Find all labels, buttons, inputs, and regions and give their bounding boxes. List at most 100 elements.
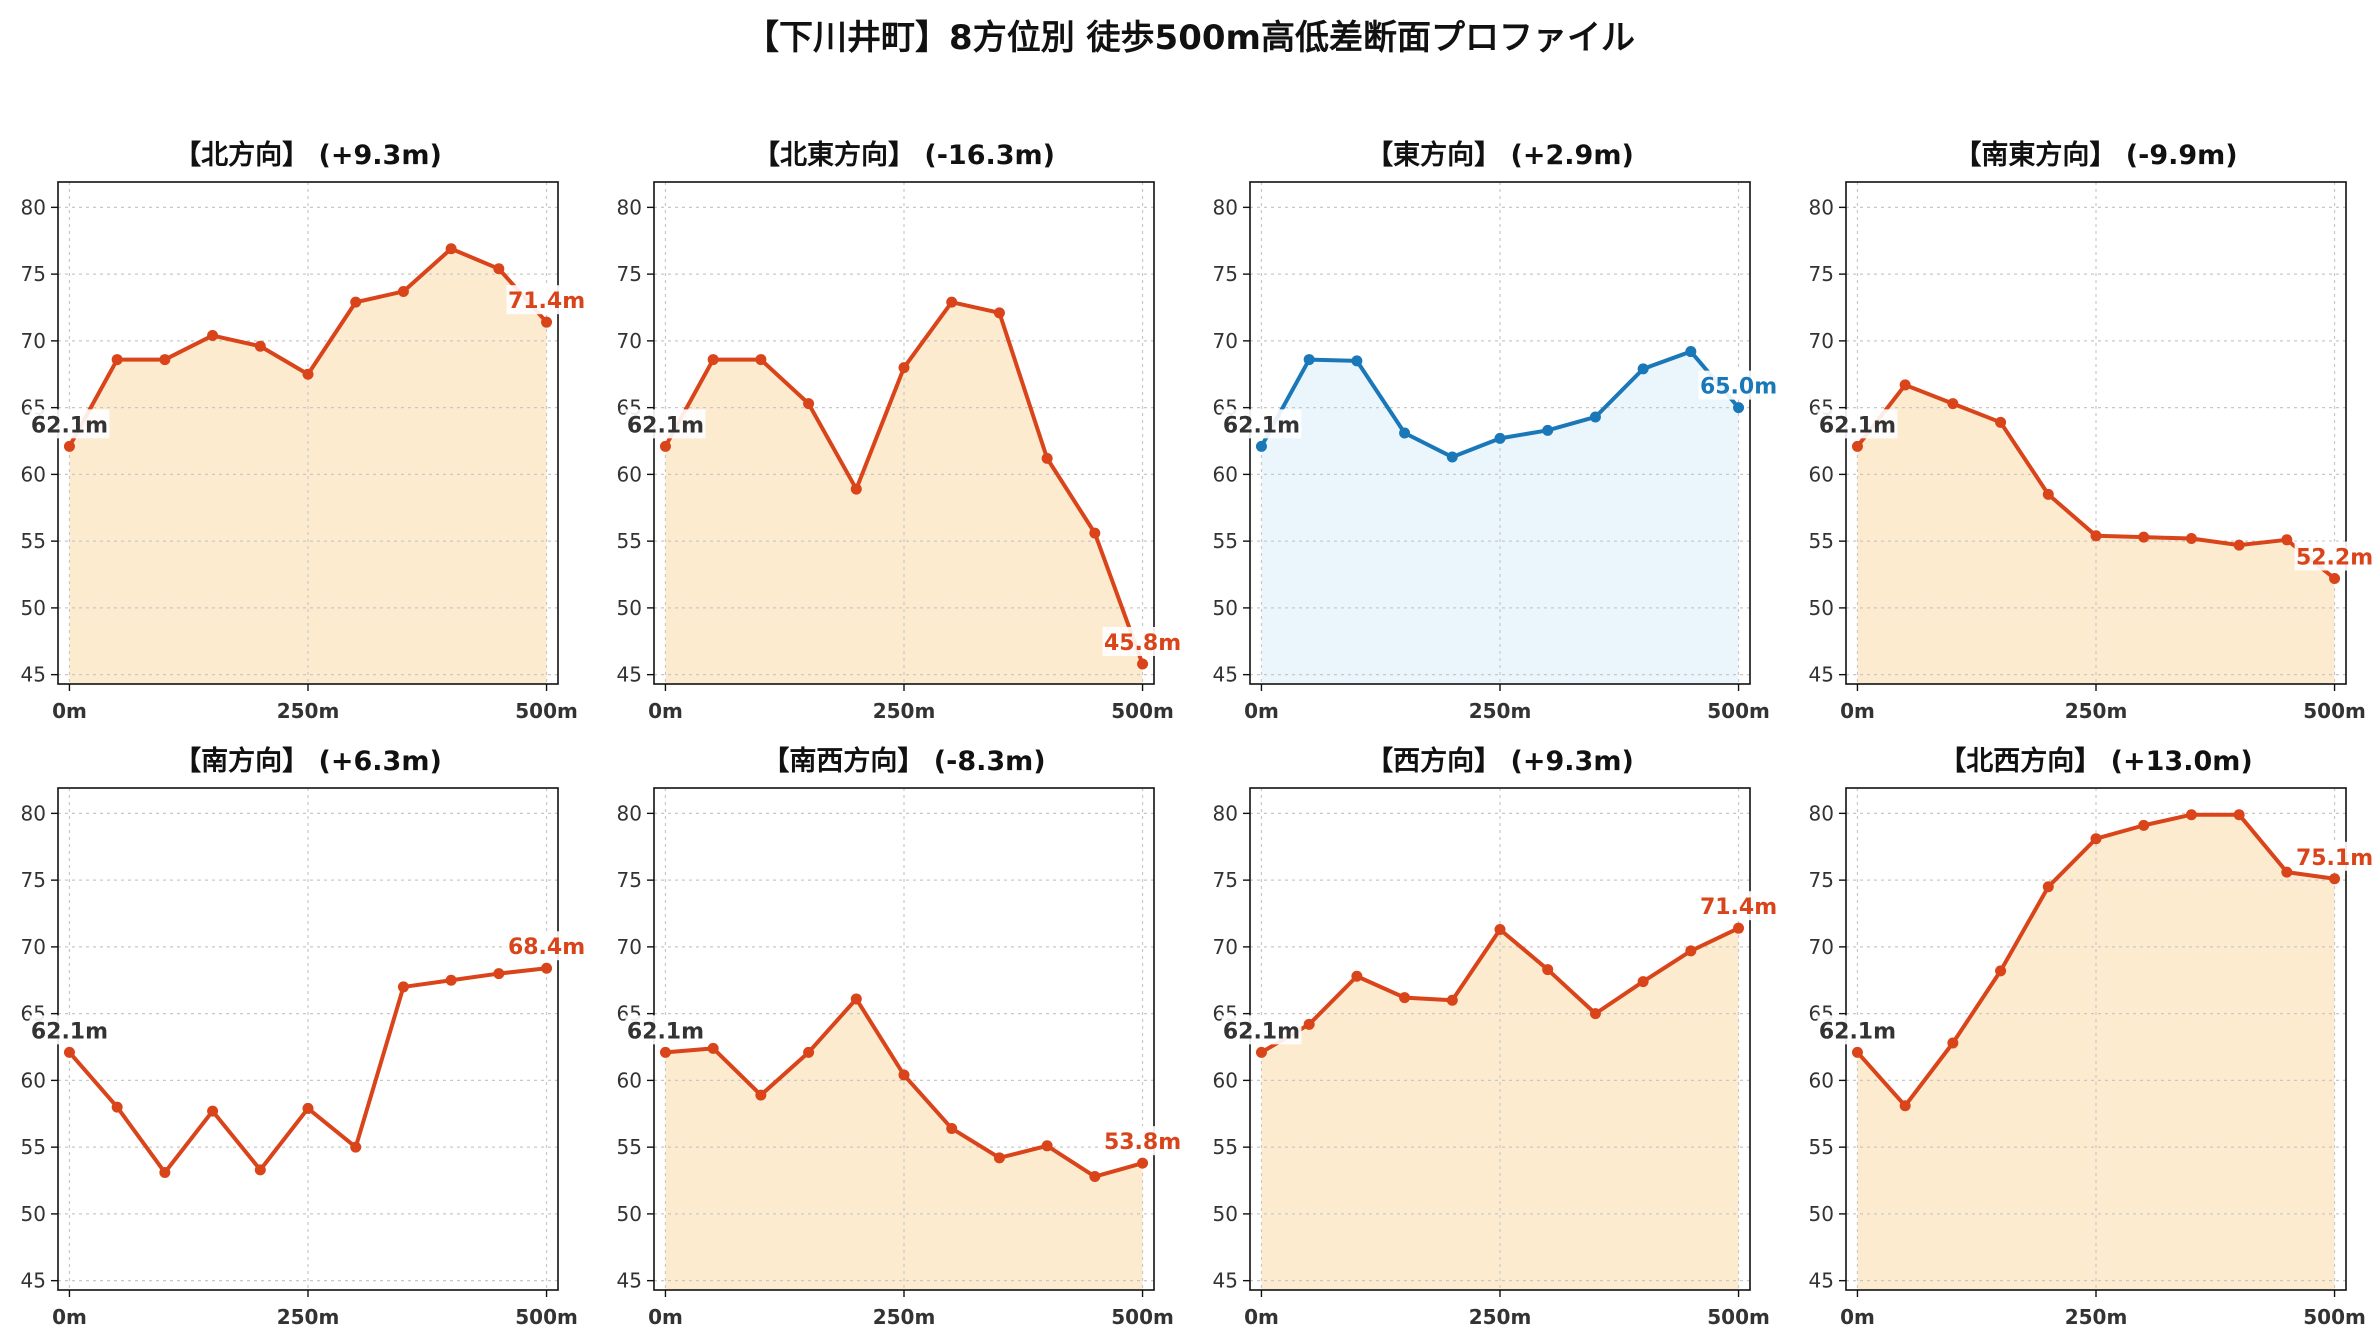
x-tick-label: 500m [1111,1305,1174,1329]
area-fill [1857,384,2335,684]
data-point [1089,1171,1101,1183]
y-tick-label: 75 [21,262,46,286]
data-point [850,993,862,1005]
data-point [1041,1140,1053,1152]
end-label-bg [506,285,587,315]
data-point [1255,440,1267,452]
data-point [898,362,910,374]
data-point [2281,534,2293,546]
y-tick-label: 45 [21,663,46,687]
y-tick-label: 55 [21,529,46,553]
data-point [1851,1046,1863,1058]
start-label-bg [29,409,110,439]
data-point [2138,819,2150,831]
area-fill [69,248,547,685]
y-tick-label: 60 [1213,462,1238,486]
data-point [493,263,505,275]
data-point [2329,873,2341,885]
end-label: 53.8m [1104,1130,1181,1155]
data-point [254,340,266,352]
x-tick-label: 0m [1840,1305,1875,1329]
data-point [2138,531,2150,543]
data-point [111,1101,123,1113]
end-label: 65.0m [1700,375,1777,400]
data-point [397,285,409,297]
data-point [946,1122,958,1134]
x-tick-label: 500m [1707,699,1770,723]
start-label: 62.1m [627,413,704,438]
y-tick-label: 75 [1809,262,1834,286]
y-tick-label: 45 [617,663,642,687]
y-tick-label: 45 [1809,663,1834,687]
end-label-bg [1698,370,1779,400]
x-tick-label: 0m [648,1305,683,1329]
data-point [1542,964,1554,976]
y-tick-label: 60 [1809,462,1834,486]
y-tick-label: 45 [1213,663,1238,687]
y-tick-label: 50 [21,596,46,620]
data-point [2042,488,2054,500]
data-point [2233,539,2245,551]
x-tick-label: 500m [1707,1305,1770,1329]
data-point [1446,451,1458,463]
y-tick-label: 80 [21,801,46,825]
x-tick-label: 0m [52,699,87,723]
y-tick-label: 70 [21,329,46,353]
data-point [946,296,958,308]
figure-title: 【下川井町】8方位別 徒歩500m高低差断面プロファイル [745,18,1635,58]
start-label: 62.1m [1819,413,1896,438]
x-tick-label: 250m [277,1305,340,1329]
data-point [1303,354,1315,366]
data-point [707,1042,719,1054]
area-fill [665,302,1143,684]
data-point [159,354,171,366]
y-tick-label: 60 [617,462,642,486]
data-point [993,1152,1005,1164]
x-tick-label: 500m [515,1305,578,1329]
data-point [2185,809,2197,821]
data-point [2329,573,2341,585]
y-tick-label: 75 [617,262,642,286]
data-point [1899,379,1911,391]
panel-title: 【西方向】 (+9.3m) [1366,745,1634,777]
data-point [541,962,553,974]
panel-title: 【北方向】 (+9.3m) [174,139,442,171]
end-label-bg [2294,541,2375,571]
data-point [63,1046,75,1058]
start-label-bg [29,1015,110,1045]
data-point [2233,809,2245,821]
area-fill [1261,928,1739,1290]
data-point [1995,965,2007,977]
x-tick-label: 250m [2065,699,2128,723]
end-label: 45.8m [1104,631,1181,656]
data-point [1733,922,1745,934]
y-tick-label: 55 [617,529,642,553]
start-label-bg [1221,409,1302,439]
end-label: 71.4m [508,289,585,314]
data-point [1255,1046,1267,1058]
data-point [1399,992,1411,1004]
data-point [755,1089,767,1101]
end-label: 71.4m [1700,895,1777,920]
data-point [1733,402,1745,414]
data-point [659,440,671,452]
data-point [803,398,815,410]
data-point [1637,976,1649,988]
start-label-bg [1817,1015,1898,1045]
start-label: 62.1m [1819,1019,1896,1044]
data-point [1995,416,2007,428]
start-label: 62.1m [31,413,108,438]
start-label: 62.1m [1223,1019,1300,1044]
data-point [1399,427,1411,439]
x-tick-label: 500m [2303,1305,2366,1329]
panel-title: 【南東方向】 (-9.9m) [1954,139,2237,171]
data-point [1851,440,1863,452]
data-point [63,440,75,452]
y-tick-label: 70 [617,935,642,959]
data-point [2090,833,2102,845]
